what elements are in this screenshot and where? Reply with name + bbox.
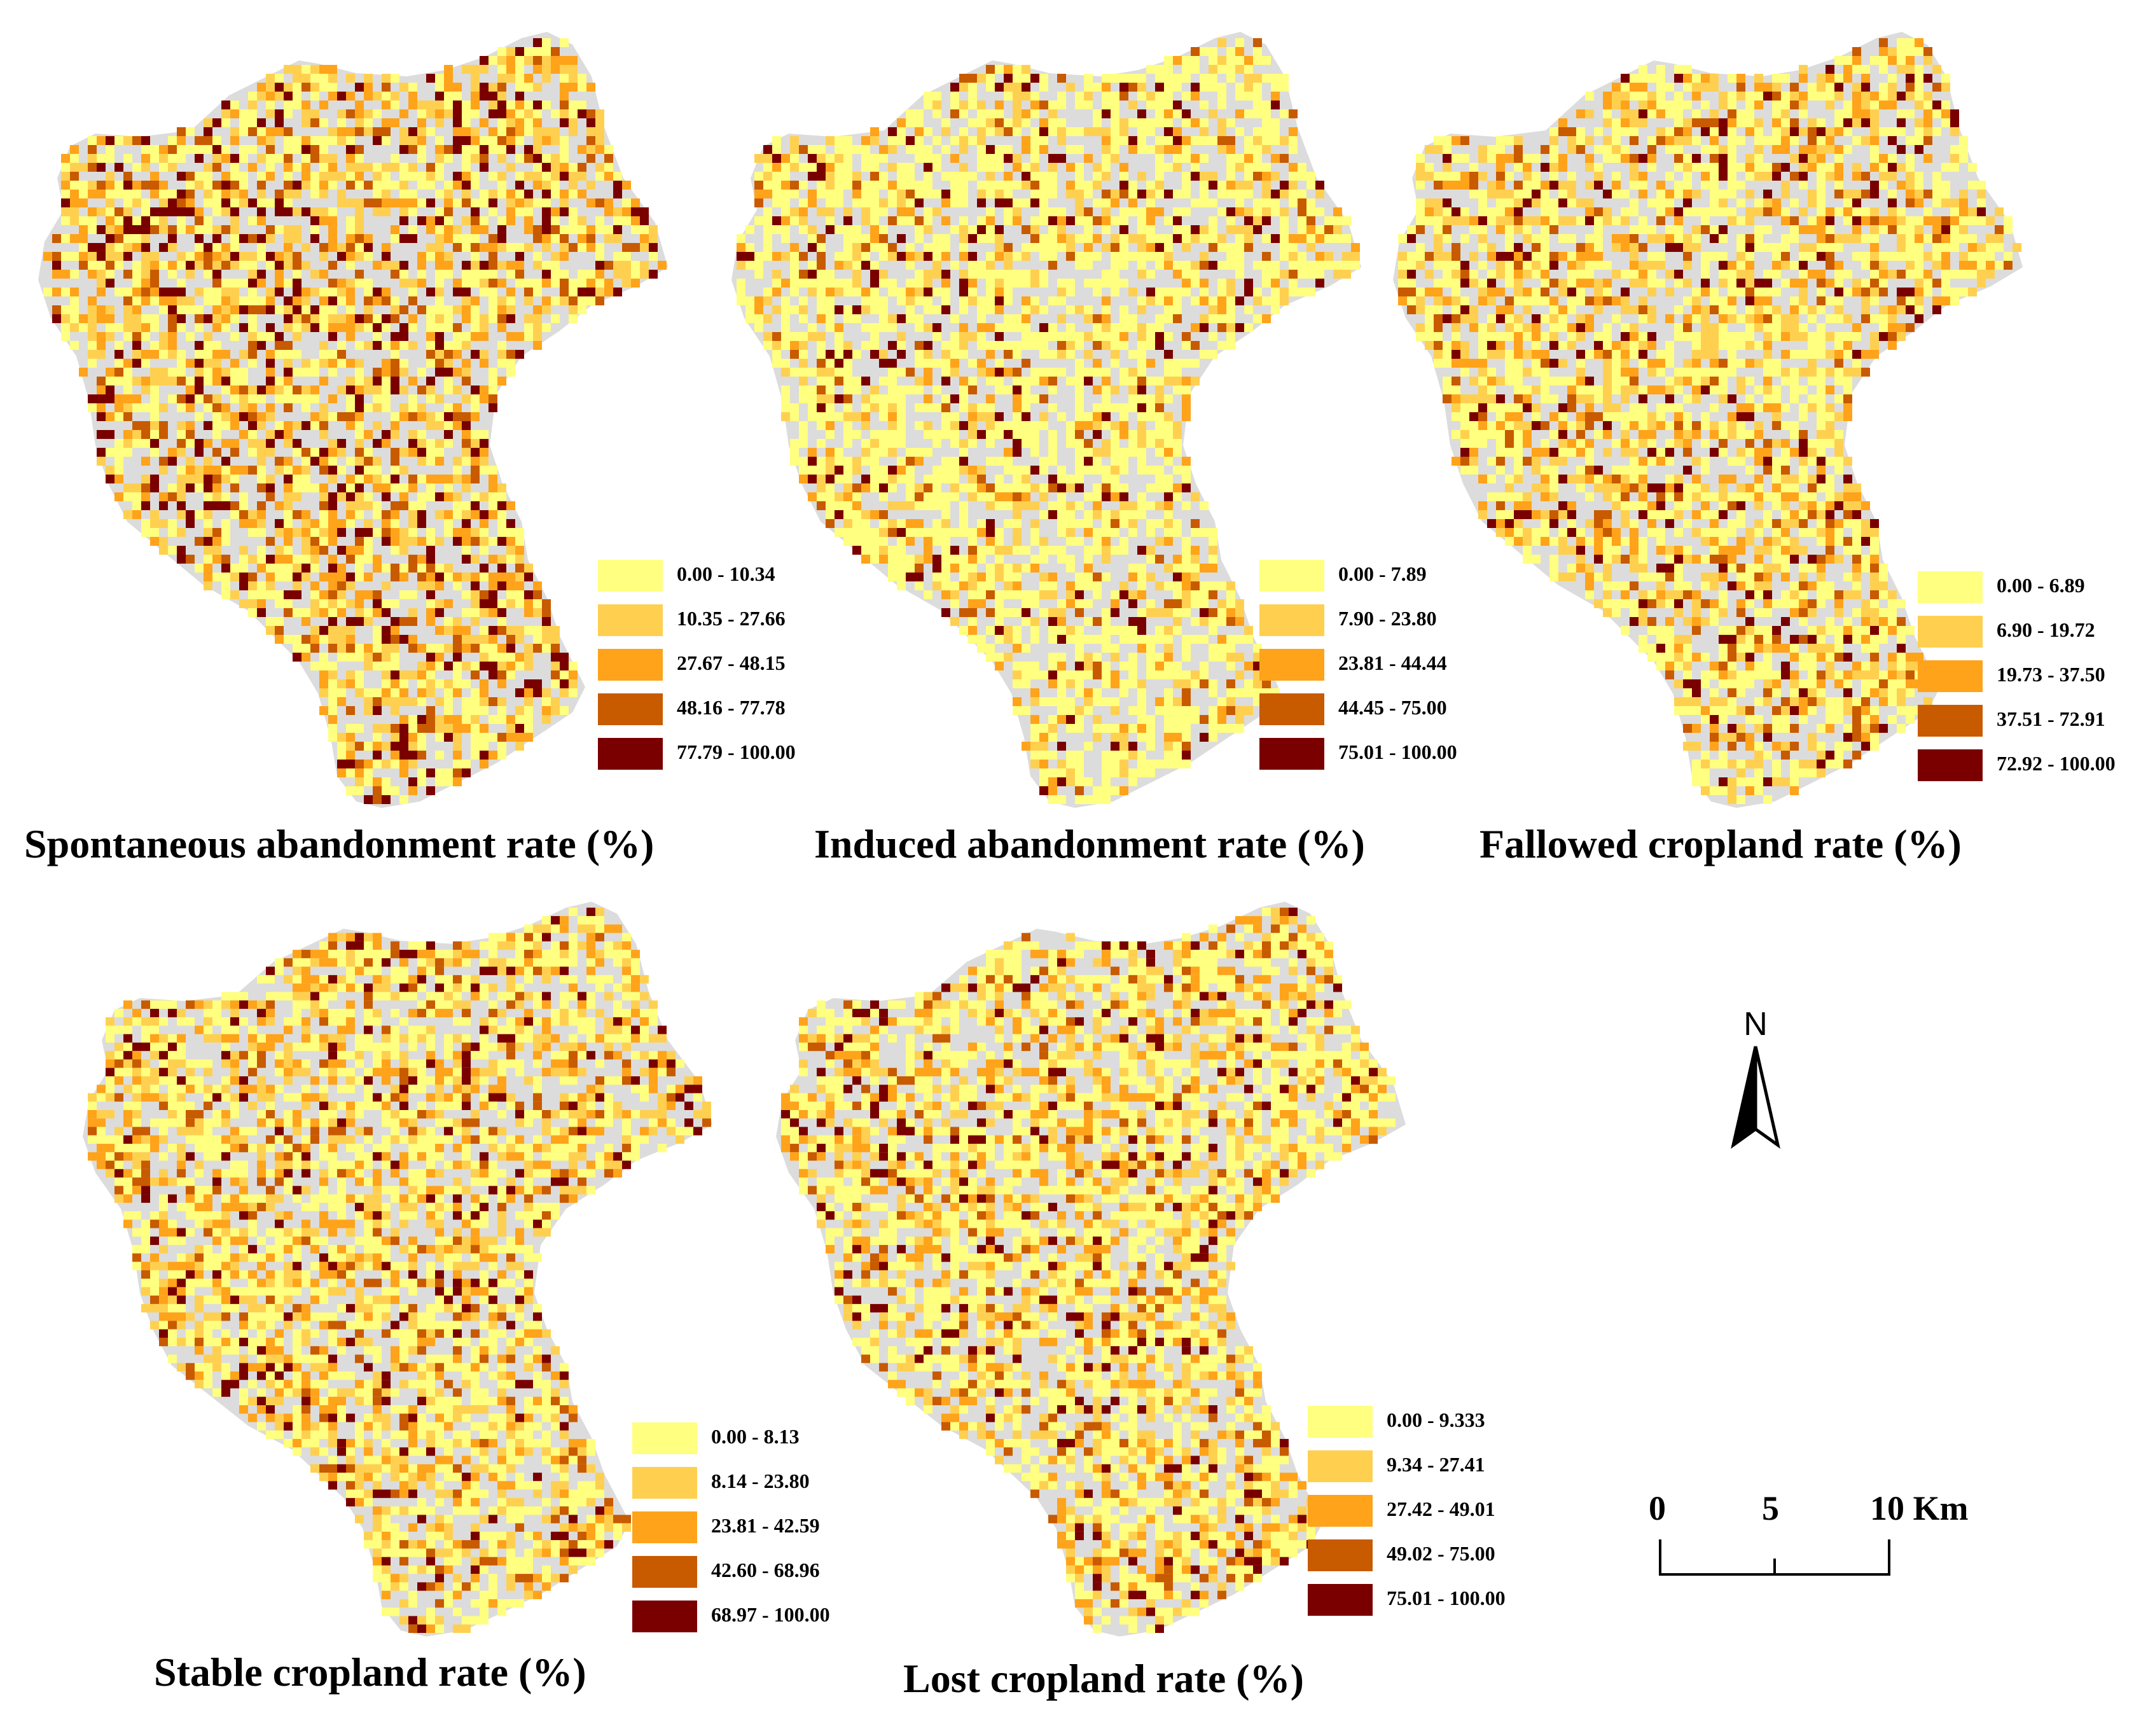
legend-label: 48.16 - 77.78 [677, 696, 786, 719]
legend-label: 7.90 - 23.80 [1338, 607, 1437, 630]
caption-induced: Induced abandonment rate (%) [814, 821, 1365, 866]
legend-label: 19.73 - 37.50 [1997, 663, 2105, 686]
map-panel-lost: 0.00 - 9.333 9.34 - 27.41 27.42 - 49.01 49.… [738, 871, 1565, 1736]
legend-swatch [1918, 616, 1983, 648]
legend-swatch [598, 604, 663, 636]
north-arrow-icon [1731, 1046, 1780, 1149]
caption-stable: Stable cropland rate (%) [154, 1649, 586, 1695]
map-induced [731, 32, 1361, 808]
map-lost [776, 901, 1406, 1637]
map-panel-induced: 0.00 - 7.89 7.90 - 23.80 23.81 - 44.44 44.4… [693, 0, 1457, 884]
legend-swatch [1259, 560, 1324, 592]
legend-swatch [598, 738, 663, 770]
legend-swatch [1918, 571, 1983, 603]
map-fallowed [1393, 32, 2023, 808]
scale-bar-line [1659, 1539, 1890, 1576]
legend-label: 0.00 - 10.34 [677, 562, 775, 585]
legend-swatch [1259, 604, 1324, 636]
legend-label: 68.97 - 100.00 [711, 1603, 830, 1626]
legend-label: 75.01 - 100.00 [1338, 740, 1457, 763]
north-label: N [1743, 1006, 1768, 1043]
legend-label: 72.92 - 100.00 [1997, 752, 2116, 775]
legend-label: 44.45 - 75.00 [1338, 696, 1447, 719]
legend-label: 0.00 - 8.13 [711, 1425, 800, 1448]
legend-swatch [1259, 693, 1324, 725]
caption-lost: Lost cropland rate (%) [903, 1656, 1304, 1701]
legend-swatch [1308, 1584, 1373, 1616]
legend-label: 42.60 - 68.96 [711, 1559, 820, 1581]
legend-label: 37.51 - 72.91 [1997, 707, 2105, 730]
legend-swatch [1918, 705, 1983, 737]
legend-label: 0.00 - 7.89 [1338, 562, 1427, 585]
legend-label: 23.81 - 44.44 [1338, 651, 1447, 674]
legend-swatch [1918, 749, 1983, 781]
map-panel-stable: 0.00 - 8.13 8.14 - 23.80 23.81 - 42.59 42.6… [45, 871, 871, 1736]
scale-tick-5: 5 [1762, 1489, 1779, 1527]
legend-label: 49.02 - 75.00 [1387, 1542, 1495, 1565]
map-panel-fallowed: 0.00 - 6.89 6.90 - 19.72 19.73 - 37.50 37.5… [1355, 0, 2148, 884]
legend-swatch [1918, 660, 1983, 692]
legend-swatch [632, 1601, 697, 1632]
legend-swatch [1308, 1539, 1373, 1571]
legend-swatch [598, 560, 663, 592]
legend-swatch [598, 649, 663, 681]
legend-label: 0.00 - 6.89 [1997, 574, 2085, 597]
legend-label: 10.35 - 27.66 [677, 607, 786, 630]
legend-swatch [598, 693, 663, 725]
north-arrow: N [1717, 1005, 1794, 1151]
legend-label: 77.79 - 100.00 [677, 740, 796, 763]
scale-tick-10: 10 Km [1870, 1489, 1969, 1527]
legend-label: 27.42 - 49.01 [1387, 1497, 1495, 1520]
legend-label: 9.34 - 27.41 [1387, 1453, 1485, 1476]
legend-swatch [632, 1467, 697, 1499]
legend-swatch [1259, 649, 1324, 681]
legend-label: 75.01 - 100.00 [1387, 1587, 1506, 1609]
legend-label: 0.00 - 9.333 [1387, 1408, 1485, 1431]
legend-swatch [1308, 1406, 1373, 1438]
legend-label: 27.67 - 48.15 [677, 651, 786, 674]
legend-swatch [632, 1511, 697, 1543]
legend-label: 6.90 - 19.72 [1997, 618, 2095, 641]
scale-tick-0: 0 [1649, 1489, 1666, 1527]
legend-swatch [1308, 1450, 1373, 1482]
caption-fallowed: Fallowed cropland rate (%) [1479, 821, 1962, 866]
legend-label: 23.81 - 42.59 [711, 1514, 820, 1537]
caption-spontaneous: Spontaneous abandonment rate (%) [24, 821, 655, 866]
map-spontaneous [38, 32, 668, 808]
legend-swatch [1259, 738, 1324, 770]
legend-swatch [1308, 1495, 1373, 1527]
legend-swatch [632, 1556, 697, 1588]
scale-bar: 0 5 10 Km [1628, 1489, 2010, 1584]
legend-label: 8.14 - 23.80 [711, 1469, 810, 1492]
map-panel-spontaneous: 0.00 - 10.34 10.35 - 27.66 27.67 - 48.15 48… [0, 0, 796, 884]
legend-swatch [632, 1422, 697, 1454]
map-stable [83, 901, 712, 1637]
